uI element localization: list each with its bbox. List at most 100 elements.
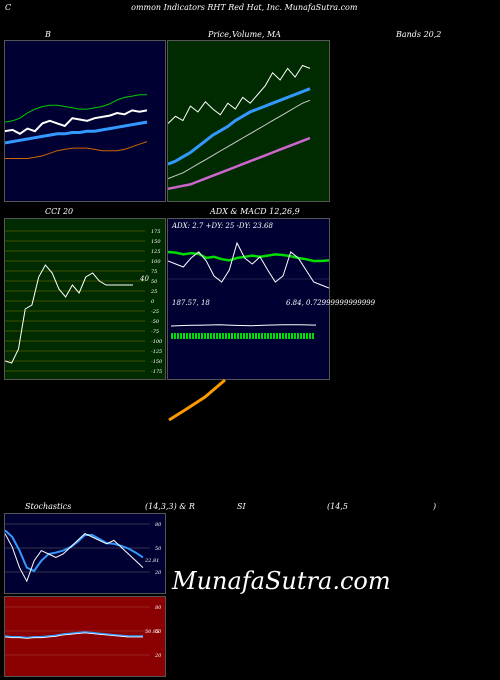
macd-histogram-bar [270, 333, 272, 339]
macd-histogram-bar [264, 333, 266, 339]
watermark: MunafaSutra.com [172, 567, 391, 595]
rsi-tick-label: 50 [155, 629, 162, 635]
macd-histogram-bar [222, 333, 224, 339]
macd-histogram-bar [174, 333, 176, 339]
macd-histogram-bar [219, 333, 221, 339]
cci-tick-label: -175 [151, 369, 162, 375]
bollinger-chart [5, 41, 165, 201]
rsi-params: (14,5 [327, 502, 348, 511]
price-volume-chart [168, 41, 329, 201]
macd-histogram-bar [255, 333, 257, 339]
macd-histogram-bar [207, 333, 209, 339]
bands-title: Bands 20,2 [396, 30, 442, 39]
macd-histogram-bar [213, 333, 215, 339]
macd-histogram-bar [237, 333, 239, 339]
adx-macd-panel: ADX: 2.7 +DY: 25 -DY: 23.68 187.57, 18 6… [167, 218, 375, 380]
pv-price-line [168, 64, 311, 124]
macd-histogram-bar [285, 333, 287, 339]
macd-trend-stub [168, 378, 226, 422]
cci-line [5, 264, 133, 364]
cci-tick-label: -75 [151, 329, 159, 335]
adx-readout: ADX: 2.7 +DY: 25 -DY: 23.68 [172, 222, 273, 230]
stochastics-panel: 80 50 20 22.81 [4, 513, 166, 594]
macd-histogram-bar [186, 333, 188, 339]
cci-tick-label: 0 [151, 299, 155, 305]
macd-readout-a: 187.57, 18 [172, 299, 210, 307]
macd-histogram-bar [273, 333, 275, 339]
volume-ma-title: Volume, MA [232, 30, 281, 39]
bollinger-panel [4, 40, 166, 202]
macd-histogram-bar [198, 333, 200, 339]
macd-histogram-bar [279, 333, 281, 339]
bb-title: B [45, 30, 51, 39]
macd-histogram-bar [171, 333, 173, 339]
macd-readout-b: 6.84, 0.72999999999999 [286, 299, 376, 307]
macd-histogram-bar [276, 333, 278, 339]
cci-panel: 175 150 125 100 75 50 25 0 -25 -50 -75 -100 -125 -150… [4, 218, 166, 380]
pv-ma-short [168, 87, 311, 166]
cci-tick-label: -100 [151, 339, 163, 345]
cci-tick-label: 50 [151, 279, 158, 285]
cci-tick-label: 125 [151, 249, 161, 255]
adx-line [168, 250, 329, 263]
cci-tick-label: -125 [151, 349, 162, 355]
macd-histogram-bar [189, 333, 191, 339]
cci-last-value: 40 [140, 275, 149, 283]
cci-tick-label: 100 [151, 259, 161, 265]
rsi-tick-label: 80 [155, 605, 162, 611]
cci-tick-label: 175 [151, 229, 161, 235]
cci-tick-label: -25 [151, 309, 159, 315]
stoch-k-line [5, 533, 144, 583]
macd-histogram-bar [261, 333, 263, 339]
stoch-tick-label: 20 [154, 570, 162, 576]
macd-histogram-bar [258, 333, 260, 339]
macd-histogram-bar [303, 333, 305, 339]
cci-title: CCI 20 [45, 207, 74, 216]
macd-histogram-bar [312, 333, 314, 339]
price-title: Price, [208, 30, 232, 39]
bb-upper-band [5, 94, 147, 123]
macd-histogram-bar [288, 333, 290, 339]
macd-histogram-bar [306, 333, 308, 339]
macd-histogram-bar [294, 333, 296, 339]
stochastics-title: Stochastics [25, 502, 72, 511]
price-volume-panel [167, 40, 330, 202]
rsi-close-paren: ) [433, 502, 437, 511]
macd-histogram-bar [249, 333, 251, 339]
stochastics-params: (14,3,3) & R [145, 502, 195, 511]
bb-middle-band [5, 120, 148, 145]
rsi-line [5, 631, 143, 639]
pv-ma-mid [168, 99, 311, 180]
cci-tick-label: -50 [151, 319, 160, 325]
macd-histogram-bar [300, 333, 302, 339]
macd-histogram-bar [192, 333, 194, 339]
bb-price-line [5, 109, 148, 135]
macd-histogram-bar [291, 333, 293, 339]
rsi-chart: 80 50 20 50.95 [5, 597, 165, 676]
macd-histogram-bar [297, 333, 299, 339]
macd-histogram-bar [201, 333, 203, 339]
adx-macd-title: ADX & MACD 12,26,9 [210, 207, 300, 216]
macd-histogram-bar [240, 333, 242, 339]
macd-histogram-bar [216, 333, 218, 339]
macd-line [170, 324, 317, 327]
macd-histogram-bar [177, 333, 179, 339]
macd-histogram-bar [234, 333, 236, 339]
macd-histogram-bar [195, 333, 197, 339]
macd-histogram-bar [282, 333, 284, 339]
macd-histogram-bar [246, 333, 248, 339]
rsi-last-value: 50.95 [145, 629, 159, 635]
stochastics-chart: 80 50 20 22.81 [5, 514, 165, 593]
adx-macd-chart [168, 219, 329, 379]
macd-histogram-bar [183, 333, 185, 339]
cci-tick-label: 75 [151, 269, 157, 275]
di-line [168, 241, 329, 289]
macd-histogram-bar [225, 333, 227, 339]
macd-histogram-bar [231, 333, 233, 339]
cci-chart: 175 150 125 100 75 50 25 0 -25 -50 -75 -100 -125 -150… [5, 219, 165, 379]
macd-histogram-bar [252, 333, 254, 339]
cci-tick-label: -150 [151, 359, 163, 365]
macd-histogram-bar [210, 333, 212, 339]
macd-histogram-bar [243, 333, 245, 339]
